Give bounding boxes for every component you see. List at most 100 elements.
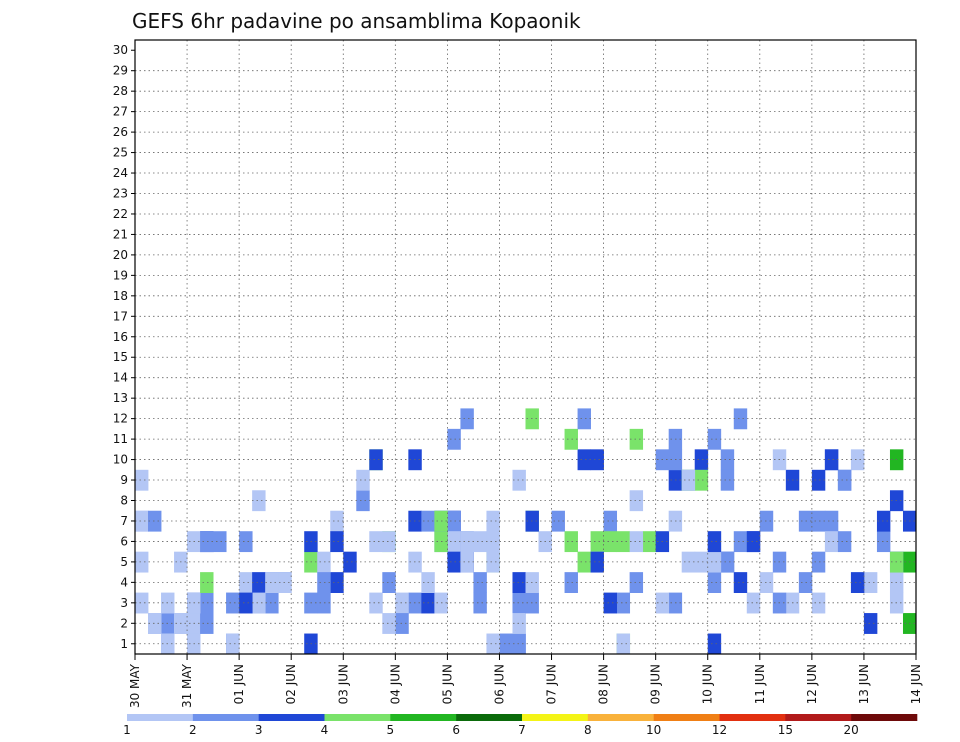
heatmap-cell — [707, 572, 722, 593]
heatmap-cell — [811, 469, 826, 491]
y-tick-label: 16 — [113, 330, 128, 344]
y-tick-label: 21 — [113, 227, 128, 241]
colorbar-label: 8 — [584, 723, 592, 737]
colorbar-swatch — [522, 714, 589, 721]
y-tick-label: 29 — [113, 64, 128, 78]
heatmap-cell — [252, 490, 266, 512]
heatmap-cell — [876, 531, 891, 553]
y-tick-label: 30 — [113, 43, 128, 57]
heatmap-cell — [226, 633, 240, 655]
y-tick-label: 8 — [120, 494, 128, 508]
heatmap-cell — [226, 592, 240, 614]
heatmap-cell — [603, 510, 618, 532]
y-tick-label: 25 — [113, 146, 128, 160]
heatmap-cell — [356, 469, 370, 491]
heatmap-cell — [135, 469, 149, 491]
heatmap-cell — [707, 551, 722, 573]
heatmap-cell — [213, 531, 227, 553]
heatmap-cell — [265, 572, 279, 593]
heatmap-cell — [447, 551, 461, 573]
heatmap-cell — [824, 510, 839, 532]
heatmap-cell — [148, 510, 162, 532]
heatmap-cell — [447, 510, 461, 532]
heatmap-cell — [265, 592, 279, 614]
heatmap-cell — [135, 551, 149, 573]
y-tick-label: 27 — [113, 105, 128, 119]
x-tick-label: 05 JUN — [440, 664, 454, 704]
y-tick-label: 12 — [113, 412, 128, 426]
heatmap-cell — [720, 469, 735, 491]
heatmap-cell — [824, 531, 839, 553]
heatmap-cell — [395, 613, 409, 634]
heatmap-cell — [239, 531, 253, 553]
y-tick-label: 23 — [113, 187, 128, 201]
y-tick-label: 19 — [113, 268, 128, 282]
colorbar-label: 2 — [189, 723, 197, 737]
y-axis-ticks: 1234567891011121314151617181920212223242… — [113, 43, 135, 651]
colorbar-swatch — [192, 714, 259, 721]
y-tick-label: 26 — [113, 125, 128, 139]
y-tick-label: 6 — [120, 534, 128, 548]
y-tick-label: 4 — [120, 575, 128, 589]
heatmap-cell — [239, 572, 253, 593]
x-tick-label: 13 JUN — [857, 664, 871, 704]
heatmap-cell — [460, 408, 474, 430]
y-tick-label: 7 — [120, 514, 128, 528]
heatmap-cell — [460, 551, 474, 573]
heatmap-cell — [239, 592, 253, 614]
heatmap-cell — [369, 531, 383, 553]
heatmap-cell — [824, 449, 839, 471]
heatmap-cell — [746, 592, 761, 614]
grid-lines — [135, 40, 916, 654]
heatmap-cell — [876, 510, 891, 532]
colorbar-label: 10 — [646, 723, 661, 737]
heatmap-cell — [330, 572, 344, 593]
heatmap-cell — [759, 510, 774, 532]
heatmap-cell — [473, 531, 487, 553]
y-tick-label: 17 — [113, 309, 128, 323]
colorbar-label: 15 — [778, 723, 793, 737]
heatmap-cell — [200, 613, 214, 634]
heatmap-cell — [603, 592, 618, 614]
heatmap-cell — [837, 531, 852, 553]
heatmap-cell — [564, 572, 578, 593]
colorbar-swatch — [258, 714, 325, 721]
y-tick-label: 18 — [113, 289, 128, 303]
colorbar-swatch — [653, 714, 720, 721]
heatmap-cell — [512, 613, 526, 634]
heatmap-cell — [512, 633, 526, 655]
y-tick-label: 10 — [113, 453, 128, 467]
y-tick-label: 20 — [113, 248, 128, 262]
heatmap-cell — [811, 551, 826, 573]
heatmap-cell — [681, 551, 696, 573]
y-tick-label: 2 — [120, 616, 128, 630]
heatmap-cell — [811, 510, 826, 532]
heatmap-cell — [850, 572, 865, 593]
heatmap-cell — [369, 449, 383, 471]
heatmap-cell — [577, 449, 591, 471]
heatmap-cell — [733, 572, 748, 593]
colorbar-swatch — [456, 714, 523, 721]
heatmap-cells — [135, 408, 917, 655]
y-tick-label: 11 — [113, 432, 128, 446]
heatmap-cell — [720, 449, 735, 471]
heatmap-cell — [863, 613, 878, 634]
heatmap-cell — [616, 633, 631, 655]
heatmap-cell — [577, 408, 591, 430]
heatmap-cell — [733, 531, 748, 553]
colorbar-swatch — [851, 714, 918, 721]
heatmap-cell — [317, 551, 331, 573]
plot-frame — [134, 39, 917, 655]
x-tick-label: 14 JUN — [909, 664, 923, 704]
colorbar-swatch — [719, 714, 786, 721]
heatmap-cell — [629, 572, 644, 593]
x-tick-label: 11 JUN — [753, 664, 767, 704]
heatmap-cell — [382, 613, 396, 634]
heatmap-cell — [135, 592, 149, 614]
heatmap-cell — [759, 572, 774, 593]
heatmap-cell — [590, 551, 604, 573]
heatmap-cell — [200, 572, 214, 593]
heatmap-cell — [746, 531, 761, 553]
heatmap-cell — [616, 531, 631, 553]
